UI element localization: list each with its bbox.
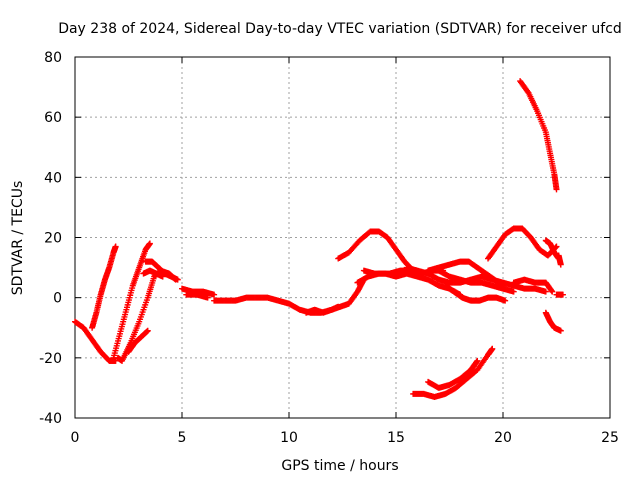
series-arc-3 — [110, 240, 153, 361]
data-point — [159, 273, 166, 280]
y-tick-label: 80 — [44, 50, 62, 66]
data-point — [542, 288, 549, 295]
data-point — [559, 291, 566, 298]
data-point — [144, 327, 151, 334]
series-arc-6 — [142, 258, 181, 283]
grid — [75, 57, 610, 418]
data-point — [489, 345, 496, 352]
data-point — [553, 186, 560, 193]
y-axis-label: SDTVAR / TECUs — [10, 181, 26, 296]
series-arc-1 — [72, 318, 119, 364]
data-point — [146, 240, 153, 247]
data-point — [524, 88, 531, 95]
data-point — [557, 327, 564, 334]
series-arc-18 — [442, 282, 509, 304]
series-arc-22 — [555, 252, 564, 268]
x-axis-label: GPS time / hours — [281, 458, 398, 474]
x-tick-label: 25 — [601, 430, 619, 446]
series-arc-27 — [425, 357, 481, 391]
chart-title: Day 238 of 2024, Sidereal Day-to-day VTE… — [58, 21, 622, 37]
y-tick-label: -20 — [39, 351, 62, 367]
x-tick-label: 5 — [178, 430, 187, 446]
y-tick-label: 60 — [44, 110, 62, 126]
data-point — [474, 357, 481, 364]
series-arc-25 — [517, 78, 560, 193]
x-tick-label: 10 — [280, 430, 298, 446]
y-tick-label: 40 — [44, 170, 62, 186]
y-tick-label: 0 — [53, 291, 62, 307]
x-tick-label: 15 — [387, 430, 405, 446]
series-arc-20 — [510, 276, 556, 295]
data-point — [557, 261, 564, 268]
series-arc-17 — [435, 267, 517, 295]
data-point — [549, 288, 556, 295]
series-arc-7 — [140, 267, 166, 280]
series-arc-24 — [542, 309, 564, 334]
series-arc-9 — [183, 291, 211, 301]
data-point — [174, 276, 181, 283]
y-tick-label: 20 — [44, 231, 62, 247]
data-point — [502, 297, 509, 304]
data-point — [510, 288, 517, 295]
y-tick-labels: -40 -20 0 20 40 60 80 — [39, 50, 62, 427]
data-point — [211, 291, 218, 298]
y-tick-label: -40 — [39, 411, 62, 427]
data-point — [204, 294, 211, 301]
series-arc-5 — [125, 327, 151, 355]
axis-ticks — [74, 56, 611, 419]
data-points — [72, 78, 566, 400]
x-tick-label: 20 — [494, 430, 512, 446]
series-arc-26 — [410, 345, 496, 400]
x-tick-label: 0 — [71, 430, 80, 446]
series-arc-11 — [303, 276, 367, 316]
series-arc-8 — [179, 285, 218, 298]
x-tick-labels: 0 5 10 15 20 25 — [71, 430, 619, 446]
data-point — [112, 243, 119, 250]
series-arc-23 — [553, 291, 566, 298]
series-arc-2 — [89, 243, 119, 331]
